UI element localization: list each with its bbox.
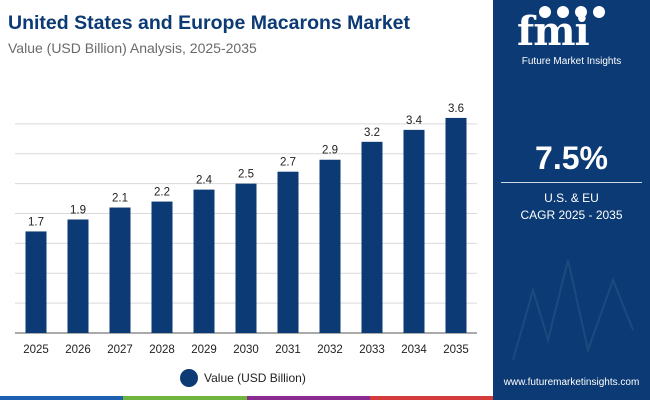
bar-chart: 1.7 2025 1.9 2026 2.1 2027 2.2 2028 2.4 2029 2.5 20… (15, 103, 477, 356)
chart-area: 1.7 2025 1.9 2026 2.1 2027 2.2 2028 2.4 2029 2.5 20… (0, 88, 493, 388)
chart-header: United States and Europe Macarons Market… (0, 0, 493, 70)
cagr-region: U.S. & EU (544, 191, 599, 205)
panel-texture (512, 259, 634, 361)
cagr-divider (501, 182, 642, 183)
data-label-2031: 2.7 (280, 157, 296, 169)
bar-2034 (403, 129, 425, 333)
x-tick-label-2031: 2031 (275, 344, 301, 356)
side-panel: fmi Future Market Insights 7.5% U.S. & E… (493, 0, 650, 400)
data-label-2029: 2.4 (196, 175, 213, 187)
website-link[interactable]: www.futuremarketinsights.com (503, 377, 640, 388)
bottom-bar-segment-red (369, 396, 493, 400)
legend-label: Value (USD Billion) (204, 371, 306, 385)
data-label-2033: 3.2 (364, 127, 380, 139)
x-tick-label-2027: 2027 (107, 344, 133, 356)
chart-legend: Value (USD Billion) (180, 369, 306, 387)
logo-letters: fmi (517, 8, 590, 55)
bar-2030 (235, 183, 257, 333)
x-tick-label-2025: 2025 (23, 344, 49, 356)
bar-2026 (67, 219, 89, 333)
bottom-bar-segment-purple (246, 396, 370, 400)
bar-2025 (25, 231, 47, 333)
bar-2033 (361, 141, 383, 333)
data-label-2025: 1.7 (28, 216, 44, 228)
data-label-2027: 2.1 (112, 193, 128, 205)
logo-icons (539, 6, 629, 20)
bottom-bar-segment-green (123, 396, 247, 400)
bar-2031 (277, 171, 299, 333)
cagr-value: 7.5% (535, 140, 608, 176)
data-label-2030: 2.5 (238, 169, 254, 181)
data-label-2028: 2.2 (154, 187, 170, 199)
chart-title: United States and Europe Macarons Market (8, 12, 411, 34)
bar-2029 (193, 189, 215, 333)
x-tick-label-2033: 2033 (359, 344, 385, 356)
fmi-logo: fmi Future Market Insights (493, 0, 650, 72)
bar-2032 (319, 159, 341, 333)
x-tick-label-2028: 2028 (149, 344, 175, 356)
logo-circle-icon (575, 6, 587, 18)
data-label-2034: 3.4 (406, 115, 423, 127)
data-label-2035: 3.6 (448, 103, 464, 115)
chart-subtitle: Value (USD Billion) Analysis, 2025-2035 (8, 40, 257, 56)
bar-2027 (109, 207, 131, 333)
x-tick-label-2034: 2034 (401, 344, 427, 356)
data-label-2032: 2.9 (322, 145, 338, 157)
x-tick-label-2029: 2029 (191, 344, 217, 356)
logo-circle-icon (539, 6, 551, 18)
x-tick-label-2026: 2026 (65, 344, 91, 356)
x-tick-label-2035: 2035 (443, 344, 469, 356)
bar-2035 (445, 117, 467, 333)
bar-2028 (151, 201, 173, 333)
logo-circle-icon (557, 6, 569, 18)
data-label-2026: 1.9 (70, 204, 86, 216)
bottom-bar-segment-blue (0, 396, 124, 400)
x-tick-label-2030: 2030 (233, 344, 259, 356)
legend-swatch (180, 369, 198, 387)
bottom-color-bar (0, 396, 493, 400)
cagr-period: CAGR 2025 - 2035 (520, 208, 623, 222)
logo-circle-icon (593, 6, 605, 18)
logo-company-name: Future Market Insights (521, 56, 622, 67)
x-tick-label-2032: 2032 (317, 344, 343, 356)
